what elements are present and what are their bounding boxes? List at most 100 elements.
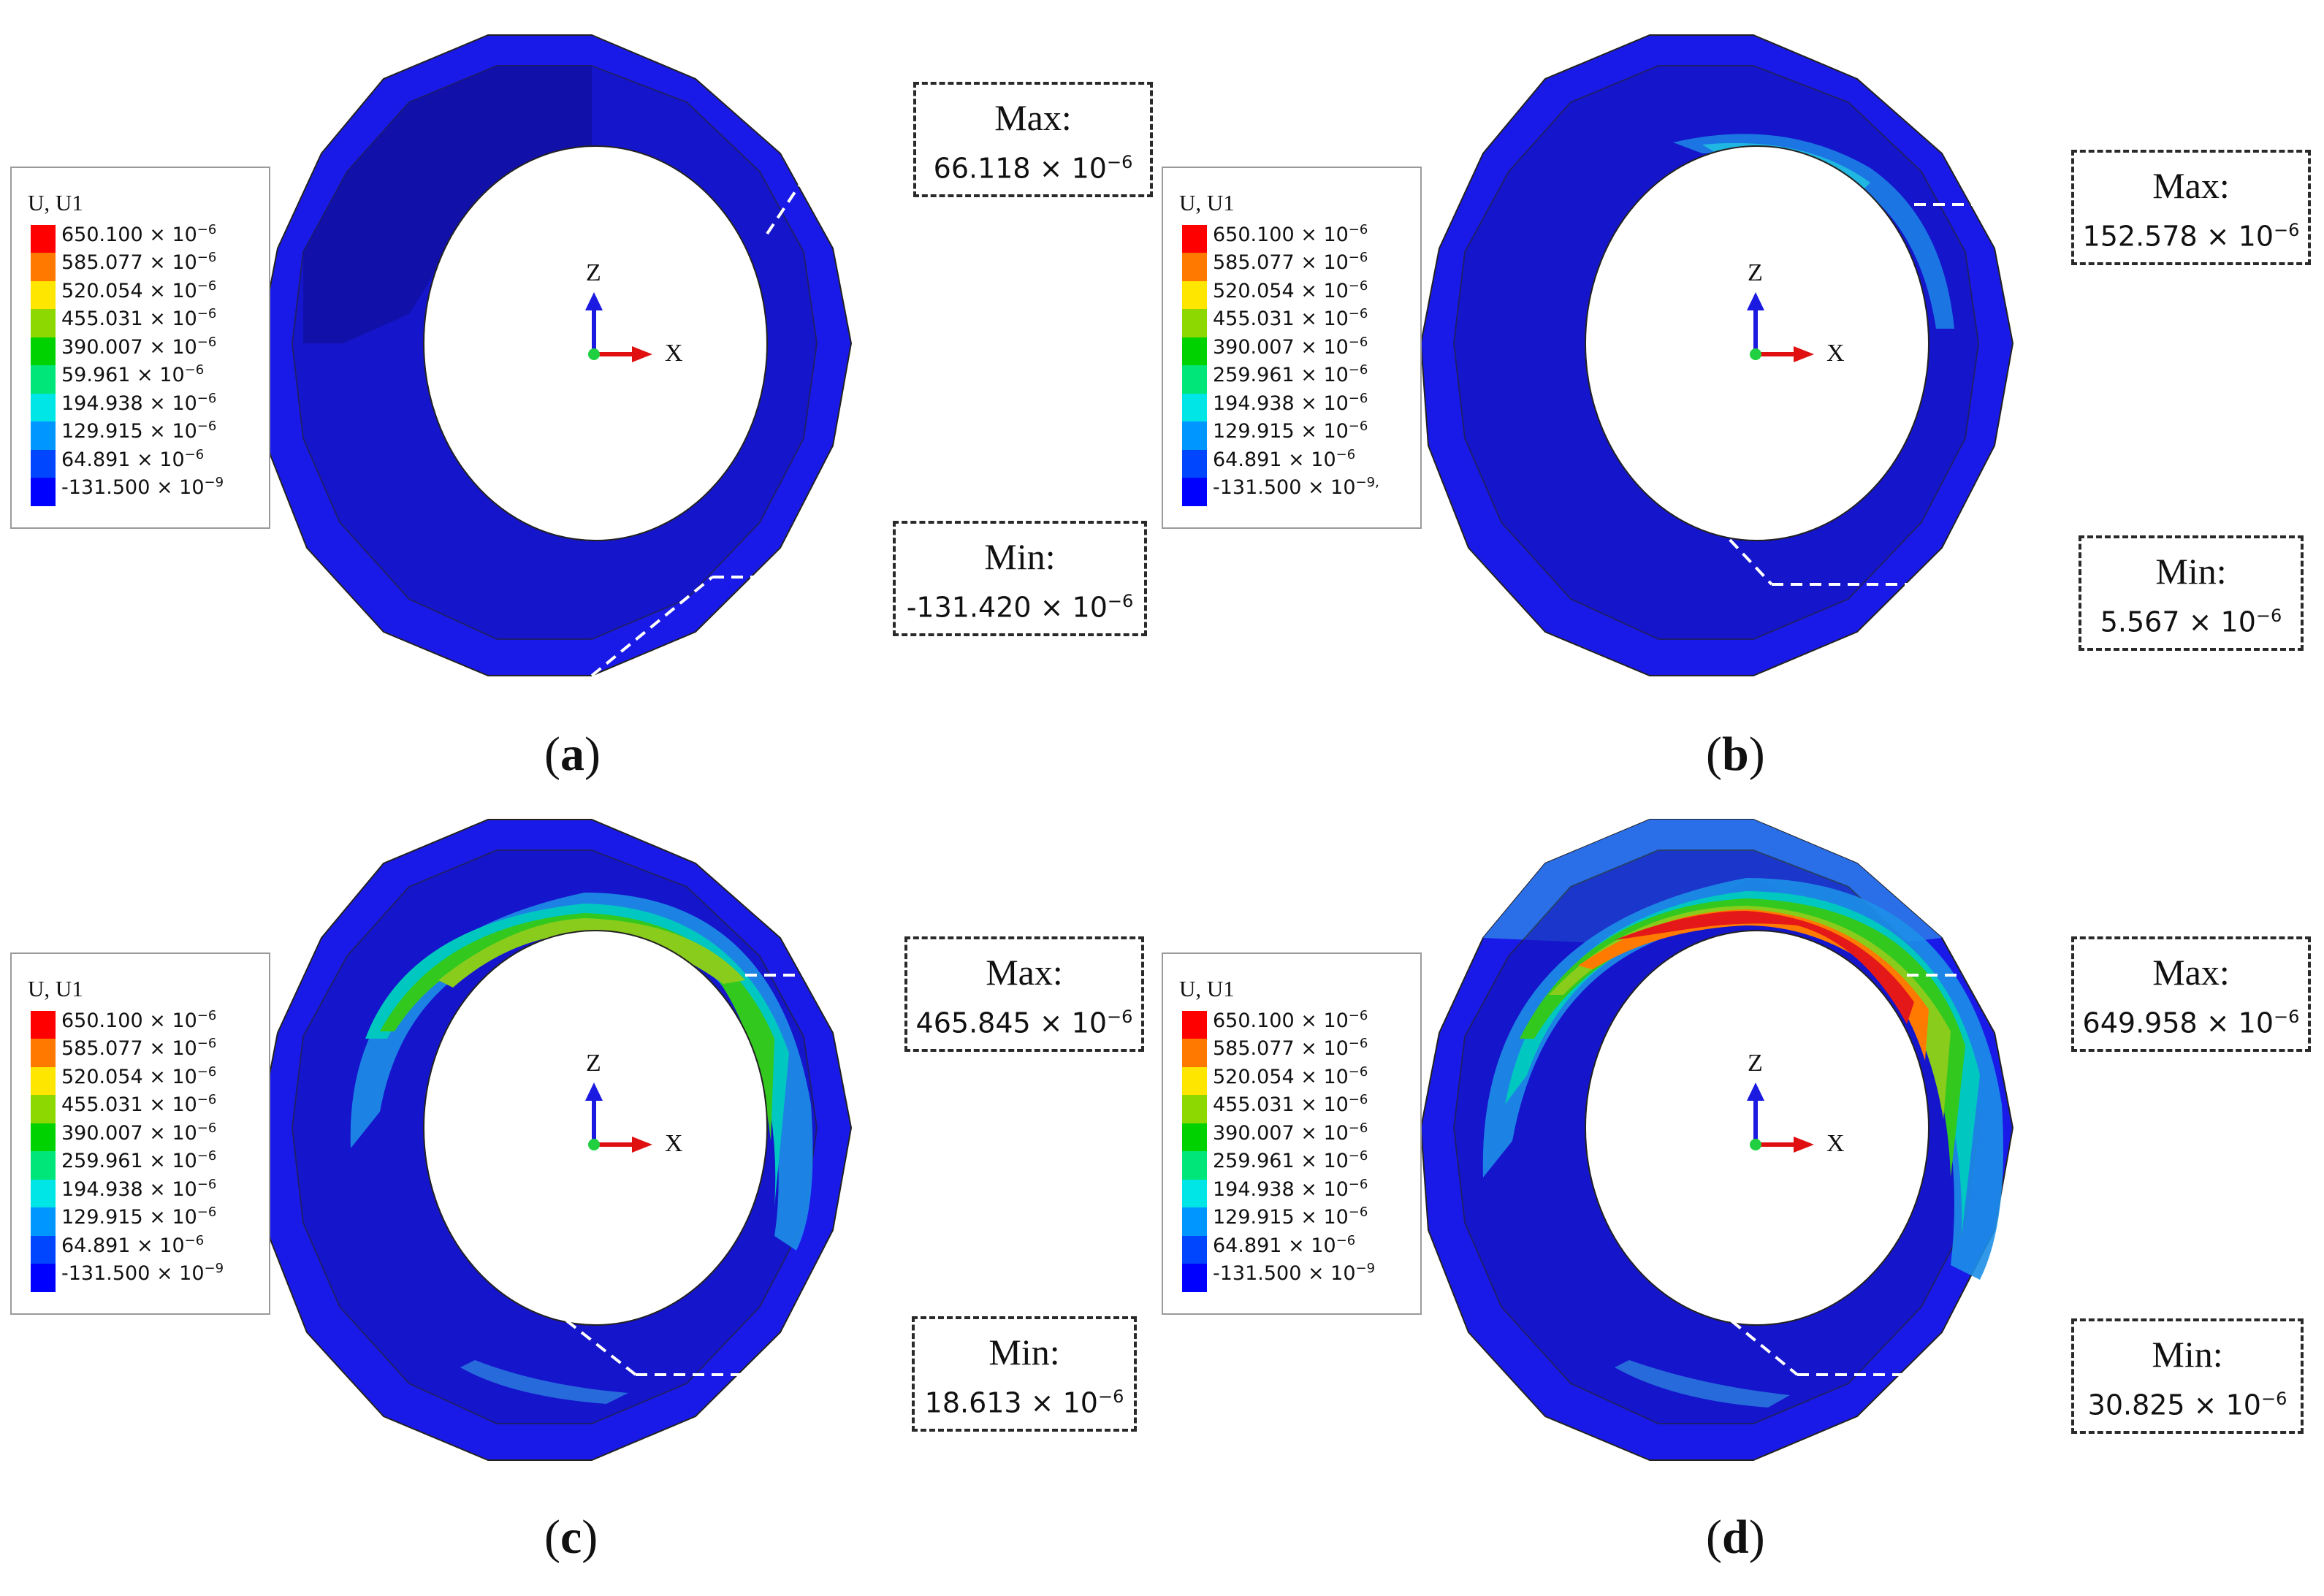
legend-swatch (1182, 1067, 1207, 1096)
axis-x-label: X (665, 1130, 683, 1157)
min-label: Min: (988, 1332, 1060, 1372)
legend-label: 455.031 × 10−6 (61, 1092, 217, 1116)
legend-label: 520.054 × 10−6 (1213, 1064, 1368, 1088)
legend-label: 650.100 × 10−6 (1213, 1008, 1368, 1032)
legend-a: U, U1 650.100 × 10−6 585.077 × 10−6 520.… (10, 167, 270, 529)
legend-label: 390.007 × 10−6 (1213, 335, 1368, 359)
legend-swatch (1182, 1151, 1207, 1180)
legend-d: U, U1 650.100 × 10−6 585.077 × 10−6 520.… (1162, 952, 1422, 1315)
legend-label: 64.891 × 10−6 (61, 1233, 205, 1257)
legend-swatch (31, 1011, 56, 1039)
legend-swatch (31, 1123, 56, 1152)
legend-swatch (1182, 1180, 1207, 1208)
legend-title: U, U1 (1179, 190, 1235, 215)
min-callout-c: Min: 18.613 × 10−6 (912, 1316, 1137, 1432)
legend-title: U, U1 (1179, 976, 1235, 1001)
legend-label: 129.915 × 10−6 (1213, 419, 1368, 443)
legend-swatch (1182, 1095, 1207, 1123)
max-value: 465.845 × 10−6 (915, 1007, 1133, 1039)
legend-swatch (31, 478, 56, 506)
legend-swatch (1182, 365, 1207, 394)
legend-label: 129.915 × 10−6 (61, 419, 217, 443)
ring-model-a (258, 34, 895, 677)
legend-swatch (31, 1236, 56, 1264)
legend-label: 650.100 × 10−6 (61, 222, 217, 246)
max-value: 649.958 × 10−6 (2082, 1007, 2300, 1039)
legend-swatch (31, 450, 56, 478)
ring-model-b (1420, 34, 2053, 676)
max-label: Max: (994, 97, 1072, 138)
legend-label: 129.915 × 10−6 (1213, 1204, 1368, 1229)
legend-label: 390.007 × 10−6 (61, 335, 217, 359)
legend-swatch (31, 421, 56, 450)
legend-swatch (31, 337, 56, 366)
max-label: Max: (2152, 952, 2230, 993)
legend-label: 520.054 × 10−6 (61, 278, 217, 302)
caption-a: (a) (544, 728, 601, 781)
legend-swatch (1182, 1123, 1207, 1152)
legend-swatch (31, 1207, 56, 1236)
legend-swatch (1182, 309, 1207, 337)
caption-d: (d) (1706, 1511, 1765, 1564)
legend-swatch (1182, 394, 1207, 422)
legend-swatch (31, 1095, 56, 1123)
legend-label: 650.100 × 10−6 (1213, 222, 1368, 246)
panel-d: Z X U, U1 650.100 × 10−6 585.077 × 10−6 … (1162, 798, 2323, 1595)
legend-swatch (31, 1067, 56, 1096)
ring-model-d (1420, 819, 2057, 1461)
legend-swatch (1182, 1236, 1207, 1264)
max-value: 66.118 × 10−6 (933, 152, 1133, 185)
legend-label: 520.054 × 10−6 (61, 1064, 217, 1088)
axis-x-label: X (1826, 340, 1845, 367)
legend-label: 59.961 × 10−6 (61, 362, 205, 386)
legend-swatch (31, 253, 56, 281)
max-label: Max: (2152, 165, 2230, 206)
legend-label: 194.938 × 10−6 (1213, 1177, 1368, 1201)
legend-label: 64.891 × 10−6 (1213, 1233, 1356, 1257)
panel-a: Z X U, U1 650.100 × 10−6 585.077 × 10−6 … (0, 0, 1162, 798)
panel-c: Z X U, U1 650.100 × 10−6 585.077 × 10−6 … (0, 798, 1162, 1595)
min-value: -131.420 × 10−6 (906, 591, 1134, 624)
legend-label: 194.938 × 10−6 (61, 391, 217, 415)
axis-z-label: Z (586, 259, 601, 286)
legend-label: 650.100 × 10−6 (61, 1008, 217, 1032)
legend-title: U, U1 (28, 976, 83, 1001)
legend-swatch (1182, 1207, 1207, 1236)
legend-label: 64.891 × 10−6 (1213, 447, 1356, 471)
legend-label: 390.007 × 10−6 (61, 1120, 217, 1145)
min-value: 30.825 × 10−6 (2087, 1389, 2287, 1421)
axis-x-label: X (665, 340, 683, 367)
max-label: Max: (986, 952, 1063, 993)
axis-z-label: Z (586, 1050, 601, 1077)
legend-swatch (31, 1264, 56, 1292)
legend-swatch (31, 365, 56, 394)
legend-swatch (1182, 1039, 1207, 1067)
legend-label: 259.961 × 10−6 (1213, 1148, 1368, 1172)
legend-swatch (31, 1180, 56, 1208)
legend-label: -131.500 × 10−9 (1213, 1261, 1376, 1285)
max-value: 152.578 × 10−6 (2082, 220, 2300, 253)
axis-z-label: Z (1748, 1050, 1763, 1077)
legend-label: 585.077 × 10−6 (61, 1036, 217, 1060)
max-callout-b: Max: 152.578 × 10−6 (2071, 150, 2311, 265)
legend-label: -131.500 × 10−9 (61, 475, 224, 499)
legend-swatch (31, 1039, 56, 1067)
legend-label: -131.500 × 10−9, (1213, 475, 1379, 499)
legend-swatch (1182, 1011, 1207, 1039)
legend-label: 390.007 × 10−6 (1213, 1120, 1368, 1145)
legend-swatch (31, 1151, 56, 1180)
legend-label: -131.500 × 10−9 (61, 1261, 224, 1285)
legend-label: 129.915 × 10−6 (61, 1204, 217, 1229)
panel-b: Z X U, U1 650.100 × 10−6 585.077 × 10−6 … (1162, 0, 2323, 798)
legend-swatch (1182, 253, 1207, 281)
legend-label: 585.077 × 10−6 (61, 250, 217, 274)
legend-label: 455.031 × 10−6 (1213, 1092, 1368, 1116)
min-label: Min: (984, 536, 1056, 577)
min-value: 5.567 × 10−6 (2100, 606, 2282, 638)
axis-x-label: X (1826, 1130, 1845, 1157)
min-value: 18.613 × 10−6 (924, 1386, 1124, 1419)
legend-c: U, U1 650.100 × 10−6 585.077 × 10−6 520.… (10, 952, 270, 1315)
max-callout-d: Max: 649.958 × 10−6 (2071, 936, 2311, 1052)
legend-swatch (1182, 421, 1207, 450)
legend-title: U, U1 (28, 190, 83, 215)
